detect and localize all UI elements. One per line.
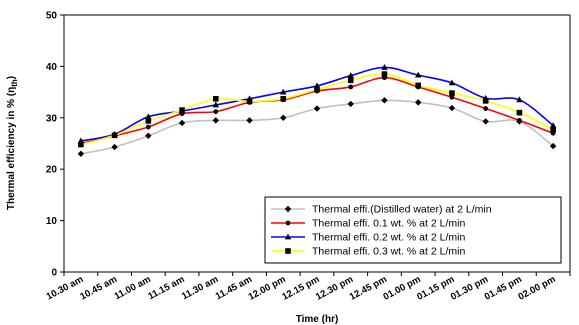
data-point <box>381 97 388 104</box>
data-point <box>449 94 455 100</box>
y-tick-label: 10 <box>46 216 58 227</box>
x-tick-label: 11.15 am <box>146 274 186 302</box>
legend-item: Thermal effi.(Distilled water) at 2 L/mi… <box>271 204 492 216</box>
data-point <box>449 90 455 96</box>
data-point <box>78 141 84 148</box>
data-point <box>111 132 118 139</box>
data-point <box>516 109 523 116</box>
data-point <box>313 105 321 112</box>
data-point <box>280 88 287 95</box>
legend-label: Thermal effi. 0.1 wt. % at 2 L/min <box>312 218 465 230</box>
x-tick-label: 12.45 pm <box>348 274 389 303</box>
data-point <box>549 122 557 128</box>
x-tick-label: 11.45 am <box>214 274 254 302</box>
data-point <box>145 118 152 124</box>
y-tick-label: 20 <box>46 165 58 176</box>
legend-marker <box>285 248 291 254</box>
y-tick-label: 0 <box>51 268 57 279</box>
legend-marker <box>285 220 291 226</box>
data-point <box>483 106 489 111</box>
data-point <box>212 117 219 124</box>
data-point <box>381 64 388 70</box>
data-point <box>448 104 456 112</box>
data-point <box>448 79 456 86</box>
legend: Thermal effi.(Distilled water) at 2 L/mi… <box>264 196 562 264</box>
x-axis-title: Time (hr) <box>296 314 339 325</box>
series-layer <box>77 64 557 157</box>
legend-marker <box>284 205 292 213</box>
x-tick-label: 12.30 pm <box>314 274 355 303</box>
data-point <box>549 142 557 150</box>
series-4 <box>78 71 556 148</box>
x-tick-label: 11.30 am <box>180 274 220 302</box>
data-point <box>415 82 421 89</box>
legend-item: Thermal effi. 0.1 wt. % at 2 L/min <box>271 218 465 230</box>
series-1 <box>77 97 557 157</box>
data-point <box>348 84 354 90</box>
legend-item: Thermal effi. 0.3 wt. % at 2 L/min <box>271 246 465 258</box>
data-point <box>145 124 151 130</box>
data-point <box>482 98 489 104</box>
data-point <box>381 71 388 77</box>
x-tick-label: 01.30 pm <box>449 274 490 303</box>
legend-box <box>264 196 562 264</box>
data-point <box>145 113 152 120</box>
x-tick-label: 02.00 pm <box>516 274 557 303</box>
data-point <box>77 150 85 157</box>
data-point <box>347 72 354 79</box>
data-point <box>179 107 185 113</box>
legend-label: Thermal effi. 0.3 wt. % at 2 L/min <box>312 246 465 258</box>
data-point <box>280 114 287 121</box>
x-tick-label: 10.45 am <box>78 274 119 303</box>
data-point <box>213 95 219 102</box>
x-tick-label: 01.00 pm <box>382 274 423 303</box>
data-point <box>213 109 219 115</box>
data-point <box>178 119 186 127</box>
data-point <box>550 126 556 133</box>
data-point <box>516 96 523 103</box>
data-point <box>415 99 422 106</box>
data-point <box>482 118 489 125</box>
y-tick-label: 40 <box>46 62 58 73</box>
data-point <box>517 117 522 123</box>
x-tick-label: 11.00 am <box>113 274 153 302</box>
data-point <box>314 86 320 93</box>
data-point <box>111 143 118 151</box>
data-point <box>347 100 354 108</box>
legend-label: Thermal effi. 0.2 wt. % at 2 L/min <box>312 232 465 244</box>
data-point <box>415 71 422 78</box>
data-point <box>246 117 253 124</box>
data-point <box>280 95 287 102</box>
legend-item: Thermal effi. 0.2 wt. % at 2 L/min <box>271 232 465 244</box>
x-tick-label: 01.15 pm <box>415 274 456 303</box>
x-tick-label: 12.00 pm <box>247 274 288 303</box>
y-axis-title: Thermal efficiency in % (ηth) <box>6 76 19 210</box>
data-point <box>246 98 253 105</box>
svg-text:Thermal efficiency in % (ηth): Thermal efficiency in % (ηth) <box>6 76 19 210</box>
legend-marker <box>284 233 292 240</box>
data-point <box>347 77 354 84</box>
data-point <box>212 101 219 108</box>
data-point <box>145 132 152 139</box>
y-axis-ticks: 0 10 20 30 40 50 <box>46 11 64 279</box>
x-tick-label: 01.45 pm <box>483 274 524 303</box>
y-tick-label: 30 <box>46 113 58 124</box>
legend-label: Thermal effi.(Distilled water) at 2 L/mi… <box>312 204 492 216</box>
x-tick-label: 12.15 pm <box>280 274 321 303</box>
y-tick-label: 50 <box>46 11 58 22</box>
